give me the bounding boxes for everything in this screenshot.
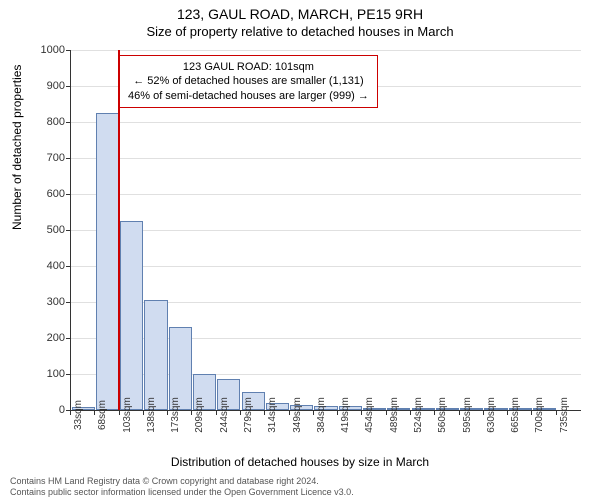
ytick-mark [66, 230, 71, 231]
ytick-label: 900 [25, 80, 65, 92]
ytick-mark [66, 122, 71, 123]
ytick-mark [66, 50, 71, 51]
ytick-label: 800 [25, 116, 65, 128]
xtick-mark [167, 410, 168, 415]
chart-area: 123 GAUL ROAD: 101sqm← 52% of detached h… [70, 50, 580, 410]
xtick-mark [191, 410, 192, 415]
ytick-mark [66, 86, 71, 87]
xtick-label: 314sqm [267, 397, 278, 433]
xtick-label: 209sqm [194, 397, 205, 433]
xtick-mark [337, 410, 338, 415]
annotation-line: ← 52% of detached houses are smaller (1,… [128, 74, 369, 88]
ytick-label: 300 [25, 296, 65, 308]
xtick-mark [264, 410, 265, 415]
gridline [71, 266, 581, 267]
xtick-label: 279sqm [243, 397, 254, 433]
ytick-mark [66, 302, 71, 303]
xtick-label: 103sqm [122, 397, 133, 433]
xtick-mark [70, 410, 71, 415]
annotation-line: 123 GAUL ROAD: 101sqm [128, 60, 369, 74]
xtick-mark [556, 410, 557, 415]
ytick-mark [66, 266, 71, 267]
histogram-bar [120, 221, 143, 410]
gridline [71, 194, 581, 195]
ytick-mark [66, 374, 71, 375]
footer-line-2: Contains public sector information licen… [10, 487, 354, 498]
xtick-mark [240, 410, 241, 415]
x-axis-label: Distribution of detached houses by size … [0, 455, 600, 469]
xtick-label: 560sqm [437, 397, 448, 433]
ytick-label: 600 [25, 188, 65, 200]
xtick-mark [143, 410, 144, 415]
xtick-mark [313, 410, 314, 415]
histogram-bar [144, 300, 167, 410]
xtick-mark [94, 410, 95, 415]
xtick-mark [434, 410, 435, 415]
xtick-mark [507, 410, 508, 415]
xtick-label: 33sqm [73, 400, 84, 430]
ytick-label: 400 [25, 260, 65, 272]
xtick-label: 384sqm [316, 397, 327, 433]
xtick-label: 419sqm [340, 397, 351, 433]
xtick-mark [410, 410, 411, 415]
xtick-label: 524sqm [413, 397, 424, 433]
xtick-label: 68sqm [97, 400, 108, 430]
ytick-label: 500 [25, 224, 65, 236]
xtick-label: 173sqm [170, 397, 181, 433]
xtick-mark [483, 410, 484, 415]
page-title: 123, GAUL ROAD, MARCH, PE15 9RH [0, 0, 600, 22]
ytick-mark [66, 158, 71, 159]
ytick-label: 0 [25, 404, 65, 416]
y-axis-label: Number of detached properties [10, 65, 24, 230]
ytick-label: 200 [25, 332, 65, 344]
annotation-line: 46% of semi-detached houses are larger (… [128, 89, 369, 103]
xtick-label: 595sqm [462, 397, 473, 433]
xtick-label: 700sqm [534, 397, 545, 433]
footer-line-1: Contains HM Land Registry data © Crown c… [10, 476, 354, 487]
plot-region: 123 GAUL ROAD: 101sqm← 52% of detached h… [70, 50, 581, 411]
ytick-label: 700 [25, 152, 65, 164]
xtick-mark [216, 410, 217, 415]
xtick-label: 349sqm [292, 397, 303, 433]
xtick-mark [459, 410, 460, 415]
xtick-label: 244sqm [219, 397, 230, 433]
gridline [71, 122, 581, 123]
annotation-box: 123 GAUL ROAD: 101sqm← 52% of detached h… [119, 55, 378, 108]
gridline [71, 50, 581, 51]
gridline [71, 158, 581, 159]
xtick-mark [531, 410, 532, 415]
footer-attribution: Contains HM Land Registry data © Crown c… [10, 476, 354, 498]
xtick-label: 735sqm [559, 397, 570, 433]
ytick-label: 100 [25, 368, 65, 380]
xtick-label: 665sqm [510, 397, 521, 433]
xtick-mark [386, 410, 387, 415]
page-subtitle: Size of property relative to detached ho… [0, 22, 600, 39]
xtick-mark [119, 410, 120, 415]
histogram-bar [96, 113, 119, 410]
xtick-label: 489sqm [389, 397, 400, 433]
xtick-label: 138sqm [146, 397, 157, 433]
gridline [71, 230, 581, 231]
xtick-mark [361, 410, 362, 415]
xtick-label: 630sqm [486, 397, 497, 433]
ytick-mark [66, 194, 71, 195]
xtick-label: 454sqm [364, 397, 375, 433]
xtick-mark [289, 410, 290, 415]
ytick-mark [66, 338, 71, 339]
chart-container: 123, GAUL ROAD, MARCH, PE15 9RH Size of … [0, 0, 600, 500]
ytick-label: 1000 [25, 44, 65, 56]
